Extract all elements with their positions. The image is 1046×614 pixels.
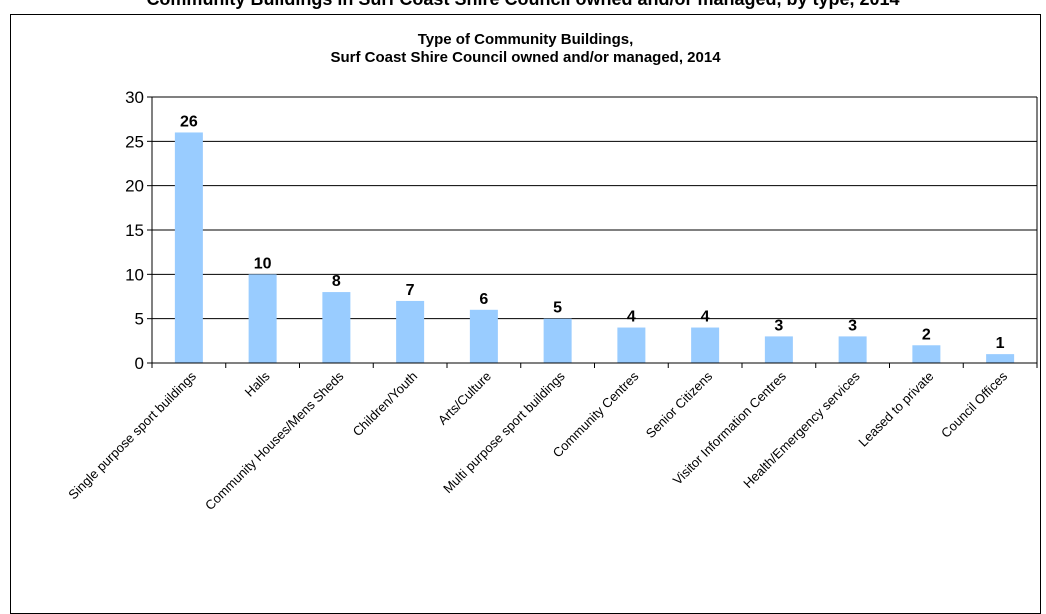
category-label: Leased to private	[855, 369, 936, 450]
bar	[691, 327, 720, 363]
data-label: 10	[254, 255, 272, 272]
category-label: Health/Emergency services	[740, 368, 863, 491]
bar	[986, 354, 1015, 363]
bar	[396, 300, 425, 363]
bar	[248, 274, 277, 363]
page-heading: Community Buildings in Surf Coast Shire …	[0, 0, 1046, 10]
data-label: 8	[332, 273, 341, 290]
category-label: Single purpose sport buildings	[65, 368, 199, 502]
y-tick-label: 30	[125, 88, 144, 107]
category-label: Multi purpose sport buildings	[440, 368, 568, 496]
data-label: 4	[627, 309, 636, 326]
bar	[174, 132, 203, 363]
y-tick-label: 0	[135, 354, 144, 373]
data-label: 3	[774, 317, 783, 334]
bar	[764, 336, 793, 363]
y-tick-label: 10	[125, 265, 144, 284]
bar	[322, 292, 351, 363]
data-label: 4	[701, 309, 710, 326]
bar	[838, 336, 867, 363]
y-tick-label: 15	[125, 221, 144, 240]
data-label: 3	[848, 317, 857, 334]
bar	[617, 327, 646, 363]
category-label: Arts/Culture	[435, 369, 494, 428]
data-label: 7	[406, 282, 415, 299]
data-label: 1	[996, 335, 1005, 352]
category-label: Council Offices	[938, 368, 1011, 441]
category-label: Halls	[242, 368, 273, 399]
gridlines	[152, 96, 1037, 320]
chart-title-line-1: Type of Community Buildings,	[417, 31, 634, 48]
y-tick-label: 5	[135, 310, 144, 329]
data-label: 6	[479, 291, 488, 308]
category-label: Children/Youth	[350, 369, 421, 440]
chart-title-line-2: Surf Coast Shire Council owned and/or ma…	[330, 49, 721, 66]
bar	[543, 318, 572, 363]
bar	[912, 345, 941, 363]
category-label: Community Houses/Mens Sheds	[202, 368, 347, 513]
category-label: Senior Citizens	[643, 368, 716, 441]
y-tick-label: 25	[125, 132, 144, 151]
data-label: 26	[180, 113, 198, 130]
data-label: 5	[553, 300, 562, 317]
bar	[469, 309, 498, 363]
y-tick-label: 20	[125, 177, 144, 196]
bars	[174, 132, 1015, 363]
data-label: 2	[922, 326, 931, 343]
